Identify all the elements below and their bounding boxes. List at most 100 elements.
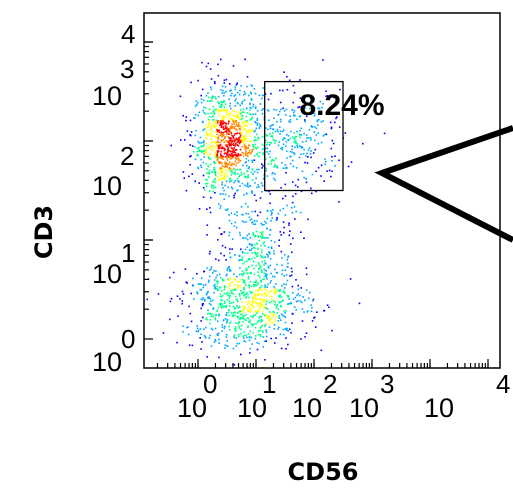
event-dot (249, 330, 251, 333)
event-dot (233, 196, 235, 199)
event-dot (265, 237, 267, 239)
event-dot (213, 160, 215, 163)
event-dot (244, 176, 247, 178)
event-dot (325, 133, 328, 136)
event-dot (234, 330, 237, 332)
event-dot (232, 136, 234, 138)
event-dot (317, 107, 319, 109)
event-dot (252, 144, 254, 147)
event-dot (301, 111, 304, 114)
event-dot (232, 148, 234, 151)
event-dot (264, 158, 267, 160)
event-dot (227, 123, 230, 125)
event-dot (261, 271, 263, 274)
event-dot (203, 141, 205, 144)
event-dot (273, 252, 275, 255)
event-dot (247, 175, 249, 178)
event-dot (207, 297, 209, 299)
event-dot (305, 332, 308, 334)
event-dot (241, 313, 243, 316)
event-dot (260, 244, 262, 247)
event-dot (230, 89, 232, 92)
event-dot (262, 298, 264, 301)
event-dot (196, 292, 199, 295)
event-dot (234, 125, 237, 127)
event-dot (305, 273, 308, 276)
event-dot (245, 121, 247, 123)
event-dot (209, 153, 211, 155)
event-dots (146, 58, 386, 369)
event-dot (235, 98, 237, 100)
event-dot (262, 152, 265, 154)
event-dot (273, 286, 275, 288)
event-dot (231, 154, 234, 157)
event-dot (207, 154, 209, 156)
event-dot (246, 185, 248, 188)
event-dot (243, 340, 245, 342)
event-dot (215, 131, 218, 133)
event-dot (258, 151, 261, 154)
event-dot (263, 275, 265, 277)
event-dot (243, 286, 245, 289)
event-dot (282, 139, 284, 141)
event-dot (267, 267, 270, 269)
event-dot (220, 106, 222, 109)
event-dot (207, 92, 209, 94)
event-dot (269, 127, 271, 130)
event-dot (239, 259, 242, 261)
event-dot (311, 300, 314, 302)
event-dot (230, 94, 232, 97)
event-dot (194, 180, 196, 183)
event-dot (243, 137, 245, 139)
event-dot (234, 139, 237, 141)
event-dot (247, 326, 249, 329)
event-dot (306, 102, 309, 104)
event-dot (304, 299, 306, 302)
event-dot (220, 131, 223, 133)
event-dot (254, 234, 257, 237)
event-dot (248, 94, 250, 97)
event-dot (268, 251, 271, 253)
event-dot (182, 325, 184, 327)
event-dot (247, 317, 250, 320)
event-dot (215, 276, 217, 279)
event-dot (266, 109, 269, 111)
event-dot (224, 136, 226, 138)
event-dot (254, 335, 257, 337)
event-dot (200, 158, 202, 161)
event-dot (298, 133, 301, 135)
event-dot (249, 335, 251, 338)
event-dot (306, 311, 309, 313)
event-dot (217, 137, 219, 139)
event-dot (246, 112, 249, 114)
event-dot (202, 150, 205, 153)
event-dot (217, 289, 220, 291)
event-dot (290, 267, 293, 270)
event-dot (253, 301, 256, 304)
event-dot (242, 108, 245, 110)
event-dot (255, 199, 257, 202)
event-dot (226, 141, 229, 143)
event-dot (244, 161, 247, 164)
event-dot (242, 123, 245, 125)
event-dot (217, 145, 220, 148)
event-dot (273, 117, 275, 119)
event-dot (254, 314, 257, 316)
event-dot (282, 291, 284, 293)
event-dot (169, 318, 171, 321)
event-dot (234, 254, 236, 256)
event-dot (334, 165, 336, 167)
event-dot (245, 137, 248, 140)
event-dot (197, 150, 200, 152)
event-dot (250, 304, 252, 307)
event-dot (281, 130, 284, 133)
event-dot (250, 191, 253, 193)
gate-rectangle[interactable] (264, 80, 344, 192)
event-dot (292, 101, 295, 104)
event-dot (212, 141, 215, 143)
event-dot (237, 280, 239, 283)
event-dot (258, 307, 261, 309)
event-dot (194, 146, 196, 148)
event-dot (254, 210, 257, 213)
event-dot (212, 119, 214, 121)
